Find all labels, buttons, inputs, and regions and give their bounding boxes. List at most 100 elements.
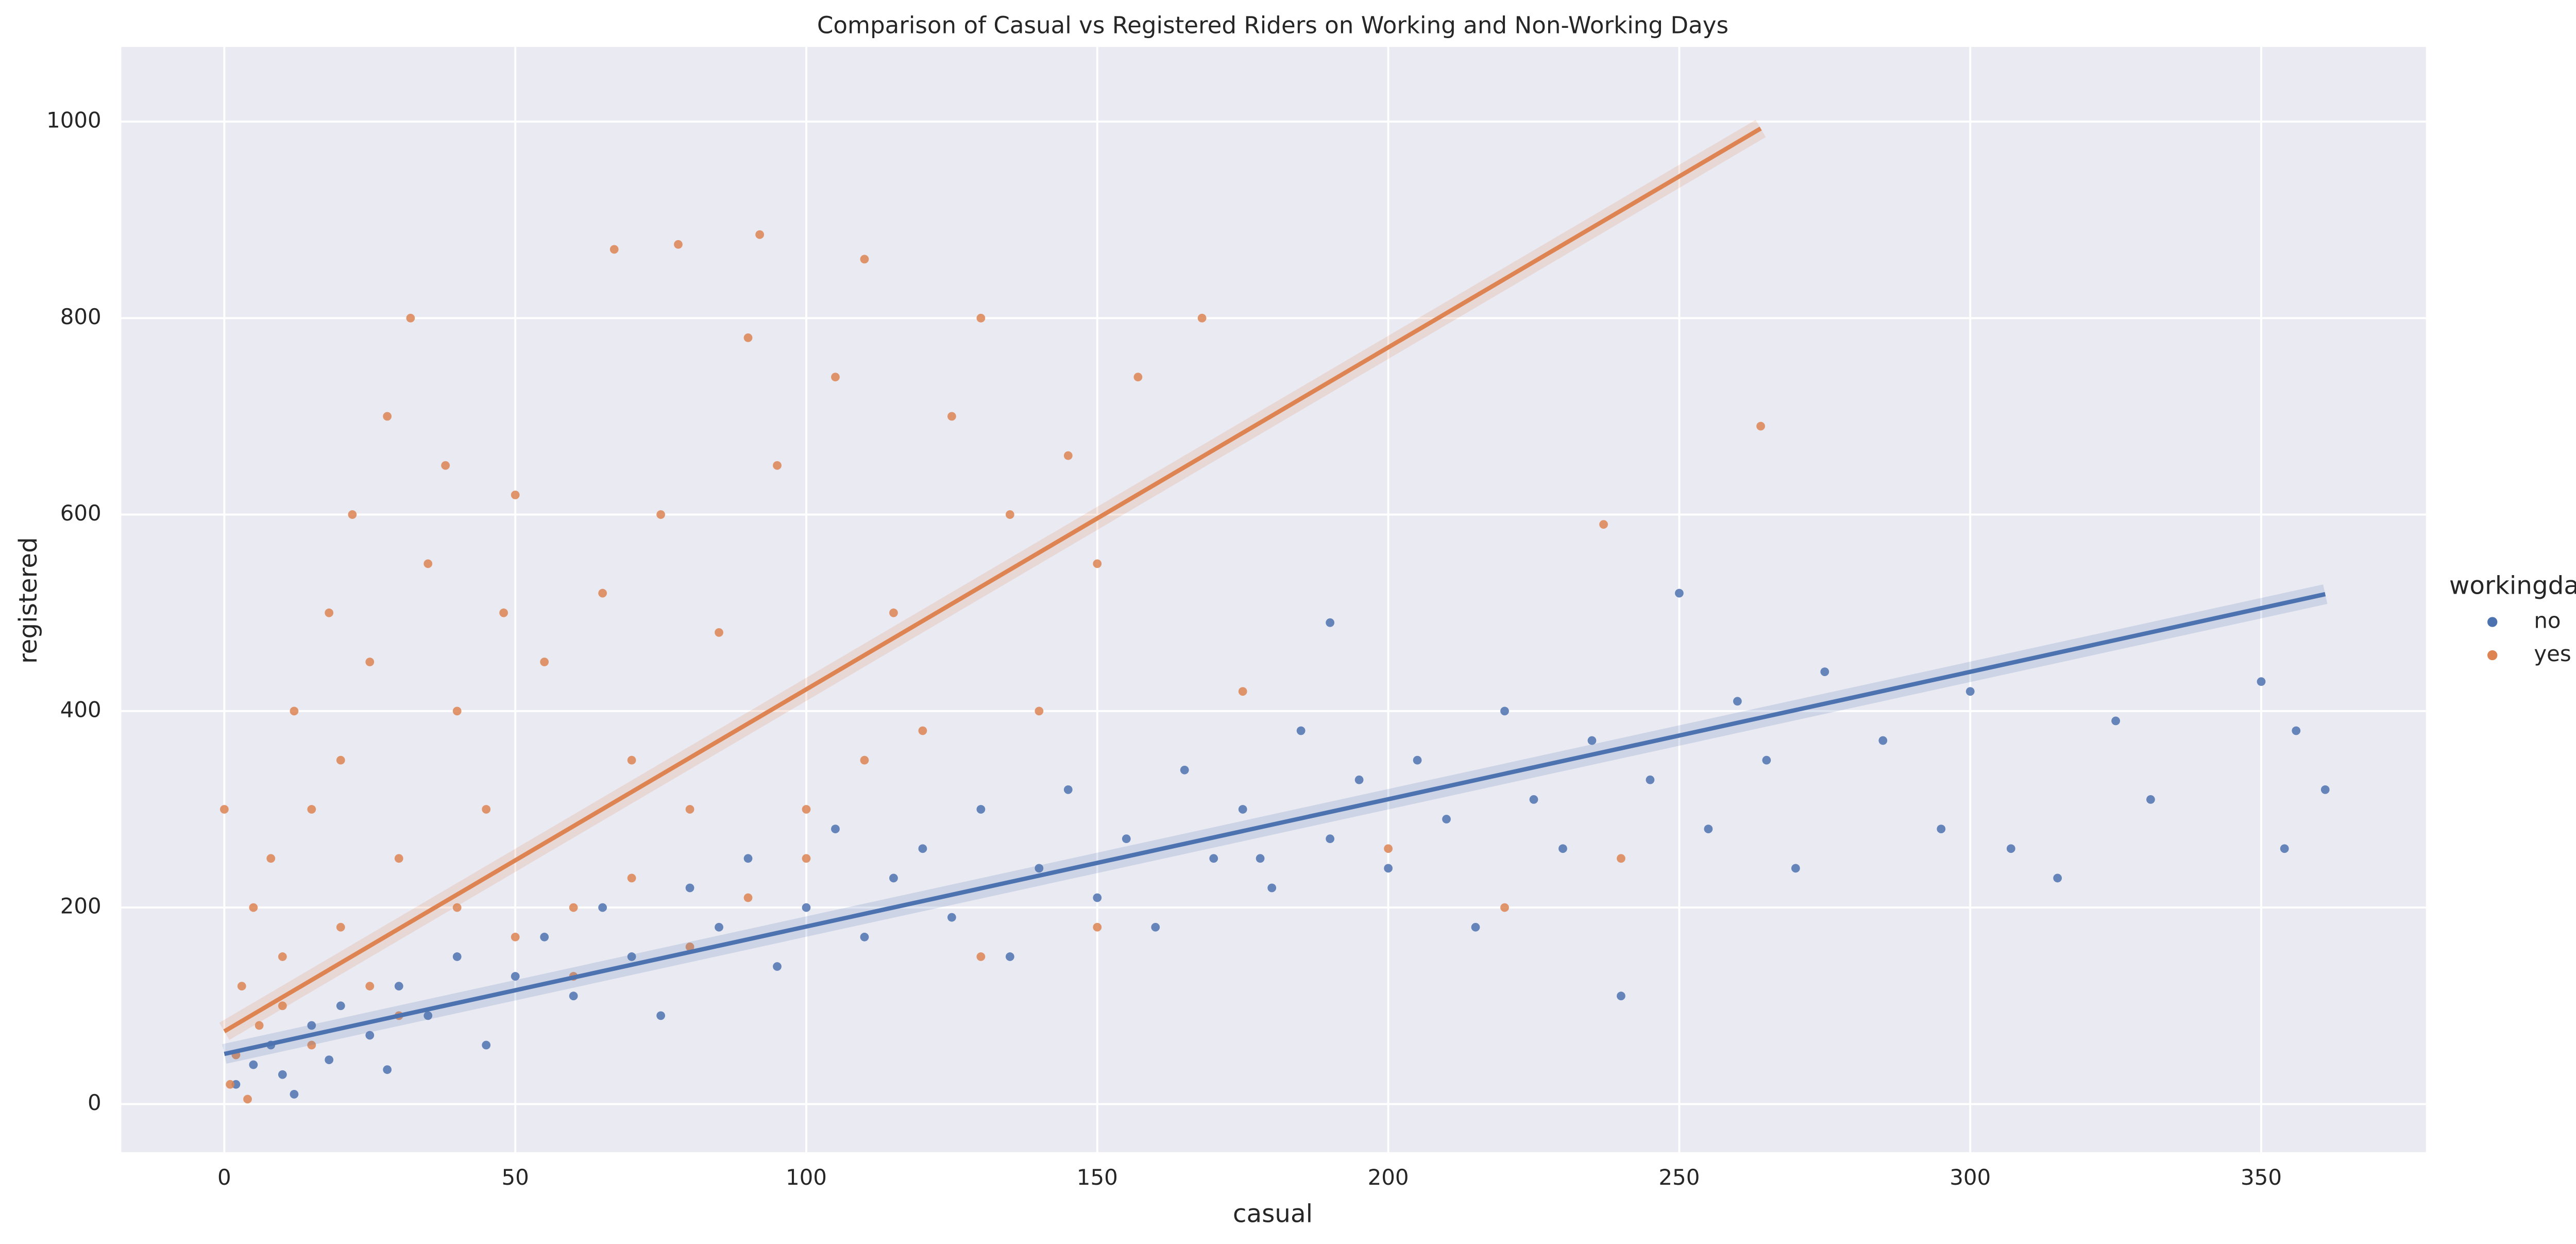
point [511,932,520,942]
point [406,313,415,323]
point [860,932,869,942]
x-tick-label: 300 [1950,1165,1991,1190]
point [482,1040,491,1050]
point [1762,755,1771,765]
point [1442,815,1451,823]
point [452,952,462,961]
point [1965,687,1975,696]
point [1617,991,1625,1001]
point [2146,795,2155,804]
x-tick-label: 250 [1658,1165,1700,1190]
point [336,1001,345,1011]
point [278,1001,287,1011]
grid [121,47,2426,1152]
point [773,461,782,470]
point [540,932,549,942]
point [249,1060,258,1069]
point [394,854,403,863]
point [802,854,811,863]
point [1646,775,1655,784]
point [307,1021,316,1030]
chart-title: Comparison of Casual vs Registered Rider… [817,11,1728,39]
point [1587,736,1597,745]
point [1063,785,1073,794]
point [1599,520,1608,529]
y-tick-label: 400 [60,697,101,722]
x-tick-label: 0 [217,1165,231,1190]
point [1354,775,1364,784]
point [1267,883,1277,893]
point [383,412,392,421]
point [947,412,956,421]
point [511,972,520,981]
point [336,922,345,932]
point [325,1055,334,1064]
point [715,922,723,932]
point [2320,785,2330,794]
point [2292,726,2301,735]
point [976,952,986,961]
legend-label: yes [2534,641,2571,666]
point [715,628,723,637]
point [918,844,927,853]
point [1500,707,1509,716]
point [452,707,462,716]
legend: workingday no yes [2449,571,2576,666]
point [685,805,694,814]
x-tick-label: 100 [786,1165,827,1190]
point [1878,736,1888,745]
point [1093,922,1102,932]
legend-marker [2487,650,2498,661]
point [569,991,578,1001]
point [365,1031,375,1040]
point [1704,825,1713,833]
point [743,893,753,902]
point [1122,834,1131,844]
y-tick-label: 0 [88,1090,101,1115]
point [394,982,403,991]
point [511,491,520,499]
point [1384,844,1393,853]
point [889,608,898,617]
point [423,1011,433,1020]
point [685,942,694,951]
point [1005,952,1014,961]
point [1256,854,1265,863]
point [307,1040,316,1050]
point [802,903,811,912]
y-tick-label: 200 [60,894,101,919]
point [1093,893,1102,902]
point [1384,864,1393,873]
point [1209,854,1218,863]
x-tick-label: 350 [2241,1165,2282,1190]
point [1326,618,1335,627]
point [278,1070,287,1079]
point [598,903,607,912]
point [674,240,683,249]
point [1558,844,1567,853]
point [1791,864,1800,873]
point [627,755,636,765]
legend-label: no [2534,608,2561,633]
point [1063,451,1073,460]
point [348,510,357,519]
point [1238,805,1247,814]
point [609,245,619,254]
point [255,1021,264,1030]
plot-area [121,47,2426,1152]
x-tick-label: 50 [502,1165,529,1190]
point [1093,559,1102,568]
point [1756,422,1765,431]
point [598,589,607,598]
point [219,805,229,814]
point [249,903,258,912]
point [266,854,276,863]
point [860,255,869,264]
x-tick-label: 150 [1077,1165,1118,1190]
point [1675,589,1684,598]
point [237,982,246,991]
point [1197,313,1207,323]
point [1937,825,1946,833]
